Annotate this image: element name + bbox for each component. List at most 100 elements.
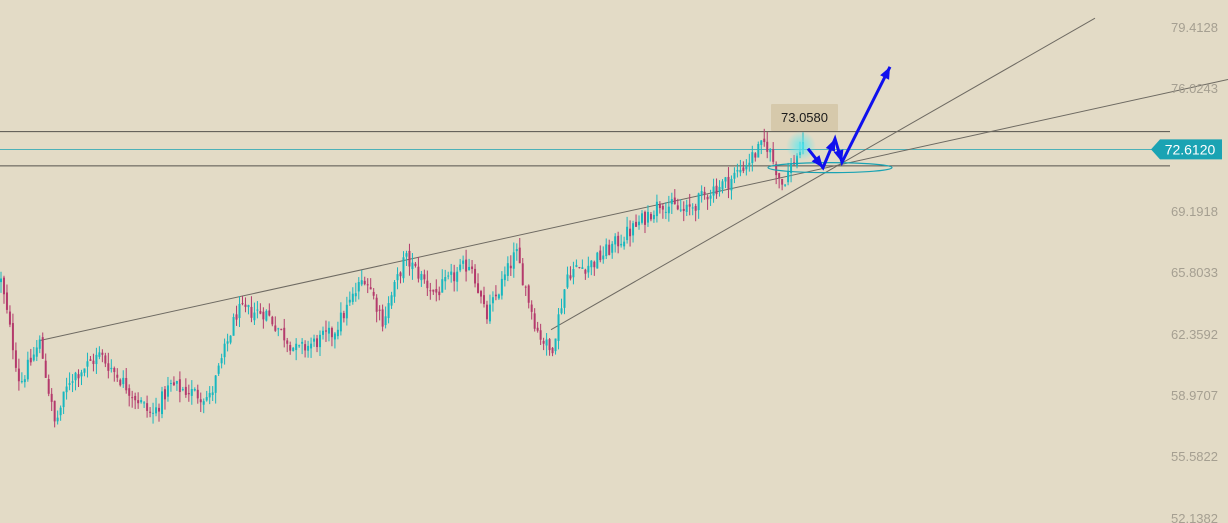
candle-body bbox=[217, 365, 220, 374]
candle-body bbox=[417, 266, 420, 279]
candle-body bbox=[745, 165, 748, 170]
y-axis-tick-label: 69.1918 bbox=[1171, 204, 1218, 219]
candle-body bbox=[351, 293, 354, 302]
candle-body bbox=[74, 372, 77, 381]
highlight-glow bbox=[786, 131, 816, 162]
candle-body bbox=[71, 381, 74, 383]
candle-body bbox=[408, 250, 411, 267]
candle-body bbox=[632, 223, 635, 236]
candle-body bbox=[360, 280, 363, 285]
candle-body bbox=[35, 347, 38, 357]
candle-body bbox=[98, 352, 101, 357]
candle-body bbox=[265, 310, 268, 321]
candle-body bbox=[280, 328, 283, 330]
candle-body bbox=[754, 153, 757, 158]
candle-body bbox=[190, 389, 193, 396]
candle-body bbox=[480, 291, 483, 297]
candle-body bbox=[438, 291, 441, 296]
candle-body bbox=[587, 265, 590, 273]
candle-body bbox=[450, 271, 453, 275]
candle-body bbox=[599, 250, 602, 261]
candle-body bbox=[232, 316, 235, 336]
candle-body bbox=[787, 170, 790, 183]
candle-body bbox=[772, 149, 775, 162]
candle-body bbox=[497, 294, 500, 299]
candle-body bbox=[146, 403, 149, 411]
candle-body bbox=[187, 392, 190, 395]
candle-body bbox=[736, 170, 739, 172]
candle-body bbox=[748, 162, 751, 166]
price-tooltip: 73.0580 bbox=[771, 104, 838, 131]
candle-body bbox=[646, 211, 649, 223]
candle-body bbox=[8, 311, 11, 325]
candle-body bbox=[575, 265, 578, 267]
candle-body bbox=[116, 374, 119, 378]
candle-body bbox=[247, 305, 250, 308]
forecast-arrowhead bbox=[811, 155, 823, 168]
trendline[interactable] bbox=[39, 78, 1228, 341]
candle-body bbox=[500, 278, 503, 296]
candle-body bbox=[581, 267, 584, 269]
candle-body bbox=[321, 330, 324, 335]
candle-body bbox=[23, 379, 26, 383]
candle-body bbox=[617, 235, 620, 247]
candle-body bbox=[140, 400, 143, 403]
candle-body bbox=[542, 340, 545, 344]
candle-body bbox=[757, 144, 760, 158]
candle-body bbox=[691, 207, 694, 209]
candle-body bbox=[44, 360, 47, 378]
candle-body bbox=[494, 294, 497, 297]
candle-body bbox=[620, 243, 623, 246]
candle-body bbox=[444, 277, 447, 282]
candle-body bbox=[694, 206, 697, 211]
candle-body bbox=[611, 243, 614, 253]
trendline[interactable] bbox=[550, 17, 1096, 331]
candle-body bbox=[491, 297, 494, 304]
candle-body bbox=[688, 204, 691, 207]
candle-body bbox=[119, 379, 122, 386]
candle-body bbox=[220, 358, 223, 364]
candle-body bbox=[655, 201, 658, 217]
candle-body bbox=[163, 389, 166, 400]
candle-body bbox=[369, 287, 372, 290]
current-price-label: 72.6120 bbox=[1165, 141, 1216, 157]
candle-body bbox=[155, 407, 158, 414]
candle-body bbox=[178, 379, 181, 393]
candle-body bbox=[724, 177, 727, 182]
candle-body bbox=[128, 388, 131, 396]
candle-body bbox=[193, 388, 196, 391]
candle-body bbox=[307, 345, 310, 351]
candle-body bbox=[2, 277, 5, 295]
candle-body bbox=[763, 138, 766, 143]
candle-body bbox=[658, 204, 661, 209]
candle-body bbox=[68, 383, 71, 385]
candle-body bbox=[152, 412, 155, 414]
candle-body bbox=[572, 269, 575, 278]
candle-body bbox=[80, 372, 83, 377]
candle-body bbox=[375, 297, 378, 312]
candle-body bbox=[706, 196, 709, 200]
candle-body bbox=[17, 368, 20, 382]
candle-body bbox=[56, 417, 59, 422]
forecast-arrowhead bbox=[825, 138, 836, 152]
candle-body bbox=[742, 167, 745, 171]
candle-body bbox=[629, 228, 632, 237]
candle-body bbox=[712, 186, 715, 196]
candle-body bbox=[107, 363, 110, 371]
candle-body bbox=[372, 291, 375, 296]
candle-body bbox=[89, 359, 92, 361]
candle-body bbox=[435, 288, 438, 293]
candle-body bbox=[172, 382, 175, 386]
candle-body bbox=[113, 368, 116, 373]
candle-body bbox=[158, 407, 161, 412]
candle-body bbox=[652, 214, 655, 220]
candle-body bbox=[554, 338, 557, 352]
candle-body bbox=[223, 343, 226, 358]
candle-body bbox=[5, 292, 8, 310]
candle-body bbox=[569, 275, 572, 279]
candle-body bbox=[110, 367, 113, 370]
candle-body bbox=[429, 290, 432, 292]
candle-body bbox=[319, 334, 322, 348]
